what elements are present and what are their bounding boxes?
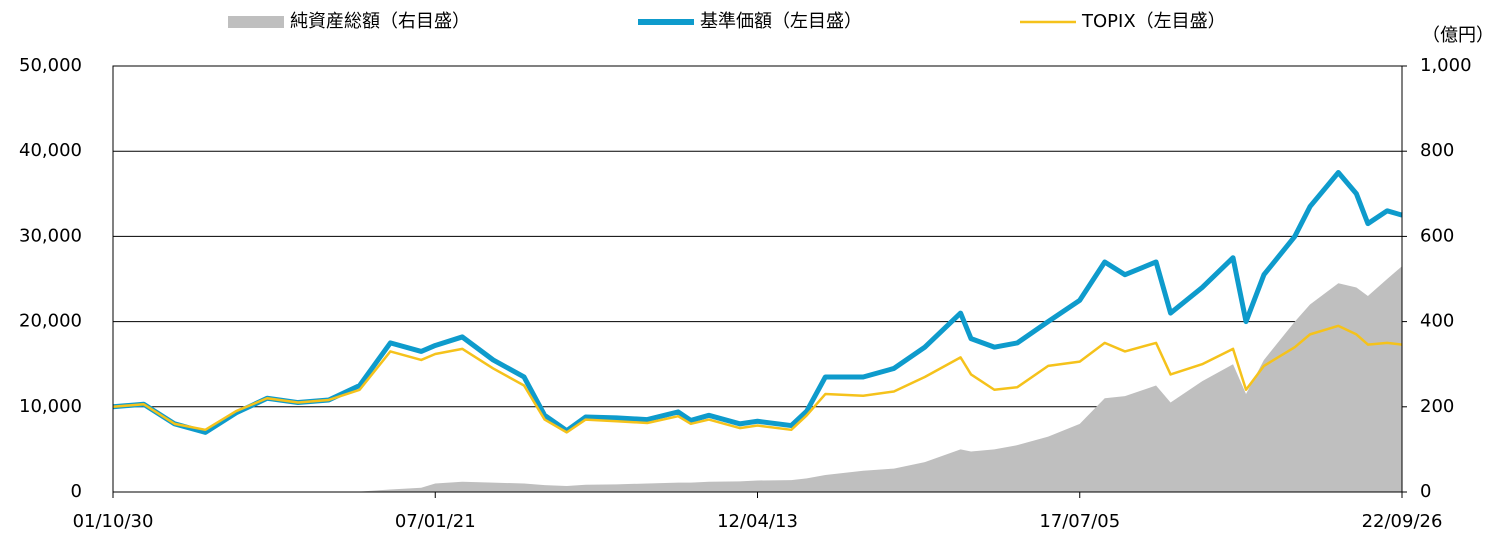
y2-tick-label: 600 (1420, 225, 1454, 246)
x-tick-label: 01/10/30 (73, 511, 154, 532)
y2-tick-label: 0 (1420, 481, 1431, 502)
y2-tick-label: 800 (1420, 140, 1454, 161)
x-tick-label: 07/01/21 (395, 511, 476, 532)
legend-label: 純資産総額（右目盛） (290, 11, 470, 32)
y-tick-label: 0 (71, 481, 82, 502)
y2-tick-label: 400 (1420, 311, 1454, 332)
legend-swatch (228, 16, 284, 28)
legend-label: TOPIX（左目盛） (1081, 11, 1226, 32)
x-tick-label: 22/09/26 (1362, 511, 1443, 532)
y-tick-label: 10,000 (19, 396, 82, 417)
y2-tick-label: 1,000 (1420, 55, 1472, 76)
y-tick-label: 50,000 (19, 55, 82, 76)
area (113, 266, 1402, 492)
line (112, 324, 1403, 434)
plot-frame (112, 65, 1403, 493)
y-tick-label: 40,000 (19, 140, 82, 161)
y-tick-label: 20,000 (19, 311, 82, 332)
y-tick-label: 30,000 (19, 225, 82, 246)
line (112, 170, 1403, 435)
y2-unit: （億円） (1422, 25, 1494, 46)
legend-label: 基準価額（左目盛） (700, 11, 862, 32)
x-tick-label: 12/04/13 (717, 511, 798, 532)
x-tick-label: 17/07/05 (1039, 511, 1120, 532)
y2-tick-label: 200 (1420, 396, 1454, 417)
